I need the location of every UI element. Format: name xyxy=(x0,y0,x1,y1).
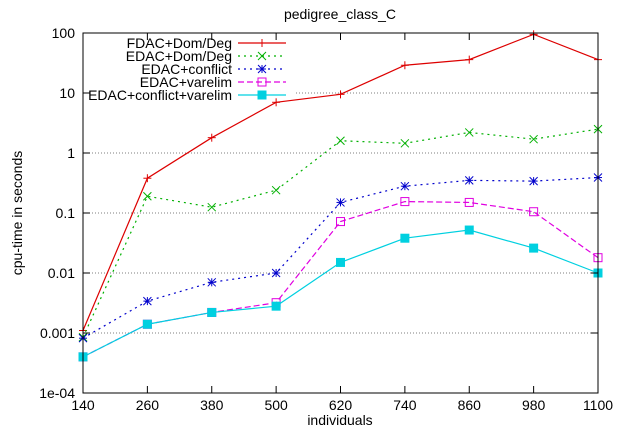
filled-square-marker xyxy=(271,301,281,311)
legend-label: FDAC+Dom/Deg xyxy=(127,35,232,51)
legend-label: EDAC+conflict+varelim xyxy=(88,87,232,103)
cross-marker xyxy=(207,202,217,212)
x-tick-label: 260 xyxy=(136,397,160,413)
series-edac-varelim xyxy=(78,197,603,362)
open-square-marker xyxy=(529,207,539,217)
filled-square-marker xyxy=(257,90,267,100)
cross-marker xyxy=(464,128,474,137)
grid-lines xyxy=(83,92,598,334)
star-marker xyxy=(143,296,152,306)
y-tick-label: 1e-04 xyxy=(39,385,75,401)
cross-marker xyxy=(336,136,345,146)
y-tick-label: 1 xyxy=(67,145,75,161)
legend-entry: EDAC+conflict xyxy=(141,61,286,77)
plus-marker xyxy=(465,55,474,64)
series-edac-conflict xyxy=(78,173,603,343)
cross-marker xyxy=(400,138,410,148)
plus-marker xyxy=(143,174,152,183)
series-line xyxy=(82,128,599,338)
y-tick-label: 0.01 xyxy=(48,265,75,281)
y-tick-label: 0.1 xyxy=(56,205,76,221)
star-marker xyxy=(257,64,267,74)
cross-marker xyxy=(143,191,152,201)
filled-square-marker xyxy=(464,225,474,235)
series-line xyxy=(82,229,599,358)
y-tick-label: 10 xyxy=(59,85,75,101)
y-tick-label: 100 xyxy=(52,25,76,41)
filled-square-marker xyxy=(529,243,539,253)
x-tick-label: 140 xyxy=(71,397,95,413)
x-tick-label: 980 xyxy=(522,397,546,413)
star-marker xyxy=(529,176,538,186)
cross-marker xyxy=(529,134,538,144)
x-tick-label: 860 xyxy=(458,397,482,413)
star-marker xyxy=(271,268,281,278)
legend-entry: FDAC+Dom/Deg xyxy=(127,35,286,51)
series-line xyxy=(82,200,599,358)
open-square-marker xyxy=(336,217,345,227)
filled-square-marker xyxy=(336,257,345,267)
x-tick-label: 380 xyxy=(200,397,224,413)
plus-marker xyxy=(336,90,345,99)
open-square-marker xyxy=(464,197,474,207)
x-tick-label: 740 xyxy=(393,397,417,413)
x-tick-label: 500 xyxy=(264,397,288,413)
plus-marker xyxy=(207,133,216,142)
legend-entry: EDAC+varelim xyxy=(140,74,286,90)
star-marker xyxy=(464,176,474,185)
filled-square-marker xyxy=(142,319,152,329)
axis-ticks: 1e-04 0.001 0.01 0.1 1 10 100 140 260 380 500 620 74… xyxy=(39,25,613,413)
plus-marker xyxy=(258,39,266,47)
series-edac-dom-deg xyxy=(78,124,603,342)
plus-marker xyxy=(272,98,281,107)
y-tick-label: 0.001 xyxy=(40,325,75,341)
star-marker xyxy=(400,181,410,191)
plus-marker xyxy=(400,61,409,70)
chart-title: pedigree_class_C xyxy=(284,6,396,22)
x-tick-label: 1100 xyxy=(583,397,613,413)
y-axis-title: cpu-time in seconds xyxy=(9,151,25,276)
legend-label: EDAC+varelim xyxy=(140,74,232,90)
x-tick-label: 620 xyxy=(329,397,353,413)
filled-square-marker xyxy=(400,233,410,243)
filled-square-marker xyxy=(207,307,217,317)
star-marker xyxy=(336,198,345,207)
open-square-marker xyxy=(400,197,410,207)
star-marker xyxy=(207,277,217,287)
legend-label: EDAC+conflict xyxy=(141,61,232,77)
legend-entry: EDAC+conflict+varelim xyxy=(88,87,286,103)
cross-marker xyxy=(271,185,281,195)
series-edac-conflict-varelim xyxy=(78,225,603,362)
x-axis-title: individuals xyxy=(307,412,372,428)
open-square-marker xyxy=(257,77,267,87)
legend-label: EDAC+Dom/Deg xyxy=(126,48,232,64)
legend-entry: EDAC+Dom/Deg xyxy=(126,48,286,64)
legend: FDAC+Dom/DegEDAC+Dom/DegEDAC+conflictEDA… xyxy=(88,35,286,103)
cross-marker xyxy=(257,51,267,61)
